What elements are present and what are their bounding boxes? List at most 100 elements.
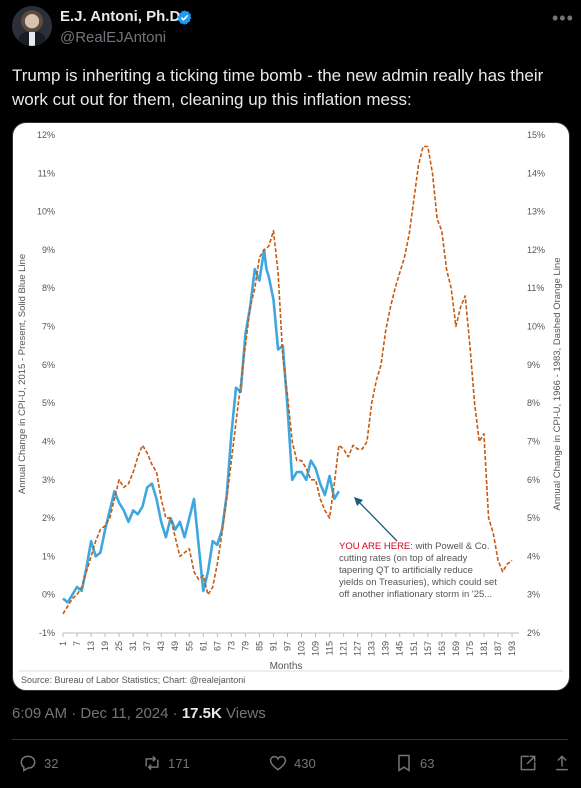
upload-button[interactable] <box>552 753 572 773</box>
tweet-text: Trump is inheriting a ticking time bomb … <box>12 66 544 109</box>
y-right-tick-label: 8% <box>527 398 540 408</box>
action-bar: 32 171 430 63 <box>0 749 581 781</box>
y-left-tick-label: 2% <box>42 513 55 523</box>
y-right-axis-title: Annual Change in CPI-U, 1966 - 1983, Das… <box>552 258 563 511</box>
x-tick-label: 37 <box>142 641 152 651</box>
author-name[interactable]: E.J. Antoni, Ph.D. <box>60 8 185 25</box>
x-tick-label: 103 <box>297 641 307 656</box>
x-axis-title: Months <box>270 661 303 672</box>
x-tick-label: 55 <box>184 641 194 651</box>
x-tick-label: 97 <box>282 641 292 651</box>
x-tick-label: 193 <box>507 641 517 656</box>
views-label: Views <box>221 705 266 722</box>
x-tick-label: 115 <box>325 641 335 655</box>
x-tick-label: 1 <box>58 641 68 646</box>
y-right-tick-label: 6% <box>527 475 540 485</box>
x-tick-label: 151 <box>409 641 419 656</box>
chart-source: Source: Bureau of Labor Statistics; Char… <box>21 675 245 685</box>
bookmark-icon <box>398 754 410 772</box>
series-line-2015-present <box>62 248 341 604</box>
y-right-tick-label: 15% <box>527 130 545 140</box>
timestamp[interactable]: 6:09 AM · Dec 11, 2024 · <box>12 705 182 722</box>
y-right-tick-label: 12% <box>527 245 545 255</box>
y-left-tick-label: -1% <box>39 628 55 638</box>
x-tick-label: 139 <box>381 641 391 656</box>
y-left-tick-label: 8% <box>42 283 55 293</box>
x-tick-label: 133 <box>367 641 377 656</box>
x-tick-label: 67 <box>212 641 222 651</box>
reply-button[interactable]: 32 <box>18 753 58 773</box>
x-tick-label: 181 <box>479 641 489 656</box>
reply-count: 32 <box>44 755 59 771</box>
x-tick-label: 169 <box>451 641 461 656</box>
repost-count: 171 <box>168 755 190 771</box>
y-left-tick-label: 5% <box>42 398 55 408</box>
annotation-line: off another inflationary storm in '25... <box>339 589 492 600</box>
bookmark-button[interactable]: 63 <box>394 753 434 773</box>
y-left-tick-label: 6% <box>42 360 55 370</box>
x-tick-label: 25 <box>114 641 124 651</box>
annotation-line: YOU ARE HERE: with Powell & Co. <box>339 541 489 552</box>
y-right-tick-label: 3% <box>527 590 540 600</box>
y-right-tick-label: 10% <box>527 322 545 332</box>
avatar[interactable] <box>12 6 52 46</box>
x-tick-label: 49 <box>170 641 180 651</box>
y-right-tick-label: 2% <box>527 628 540 638</box>
upload-icon <box>556 755 568 771</box>
y-right-tick-label: 7% <box>527 436 540 446</box>
like-button[interactable]: 430 <box>268 753 316 773</box>
x-tick-label: 31 <box>128 641 138 651</box>
annotation-line: cutting rates (on top of already <box>339 553 468 564</box>
series-line-1966-1983 <box>62 145 513 615</box>
x-tick-label: 145 <box>395 641 405 656</box>
x-tick-label: 79 <box>240 641 250 651</box>
chart-image[interactable]: -1% 0% 1% 2% 3% 4% 5% 6% 7% 8% 9% 10% 11% 12% 2% 3% 4% 5%… <box>12 122 570 691</box>
y-right-tick-label: 4% <box>527 551 540 561</box>
y-right-tick-label: 11% <box>527 283 544 293</box>
x-tick-label: 85 <box>254 641 264 651</box>
annotation-highlight: YOU ARE HERE: <box>339 541 413 552</box>
y-right-tick-label: 14% <box>527 168 545 178</box>
x-tick-label: 175 <box>465 641 475 656</box>
like-icon <box>269 755 287 771</box>
x-tick-label: 163 <box>437 641 447 656</box>
inflation-chart: -1% 0% 1% 2% 3% 4% 5% 6% 7% 8% 9% 10% 11% 12% 2% 3% 4% 5%… <box>17 130 563 685</box>
y-left-axis-title: Annual Change in CPI-U, 2015 - Present, … <box>17 254 28 494</box>
x-tick-label: 121 <box>339 641 349 656</box>
x-tick-label: 73 <box>226 641 236 651</box>
x-tick-label: 13 <box>86 641 96 651</box>
annotation-text: with Powell & Co. <box>413 541 490 552</box>
divider <box>12 739 568 740</box>
more-icon[interactable]: ••• <box>552 8 574 28</box>
share-button[interactable] <box>518 753 538 773</box>
y-left-tick-label: 12% <box>37 130 55 140</box>
verified-badge-icon <box>177 10 192 25</box>
share-icon <box>520 755 536 771</box>
x-tick-label: 7 <box>72 641 82 646</box>
y-left-tick-label: 4% <box>42 436 55 446</box>
x-tick-label: 187 <box>493 641 503 656</box>
repost-icon <box>145 755 159 771</box>
x-tick-label: 19 <box>100 641 110 651</box>
annotation-arrowhead <box>354 497 363 506</box>
y-left-tick-label: 3% <box>42 475 55 485</box>
annotation-line: yields on Treasuries), which could set <box>339 577 497 588</box>
x-tick-label: 91 <box>268 641 278 651</box>
x-tick-label: 43 <box>156 641 166 651</box>
y-right-tick-label: 5% <box>527 513 540 523</box>
like-count: 430 <box>294 755 316 771</box>
y-left-tick-label: 9% <box>42 245 55 255</box>
y-left-tick-label: 10% <box>37 207 55 217</box>
author-handle[interactable]: @RealEJAntoni <box>60 29 167 46</box>
x-tick-label: 157 <box>423 641 433 656</box>
bookmark-count: 63 <box>420 755 435 771</box>
tweet-meta: 6:09 AM · Dec 11, 2024 · 17.5K Views <box>12 705 266 722</box>
y-right-tick-label: 9% <box>527 360 540 370</box>
x-tick-label: 61 <box>198 641 208 651</box>
y-left-tick-label: 7% <box>42 322 55 332</box>
annotation-arrow <box>357 500 398 542</box>
y-left-tick-label: 0% <box>42 590 55 600</box>
x-tick-label: 109 <box>311 641 321 656</box>
repost-button[interactable]: 171 <box>142 753 190 773</box>
x-tick-label: 127 <box>353 641 363 656</box>
